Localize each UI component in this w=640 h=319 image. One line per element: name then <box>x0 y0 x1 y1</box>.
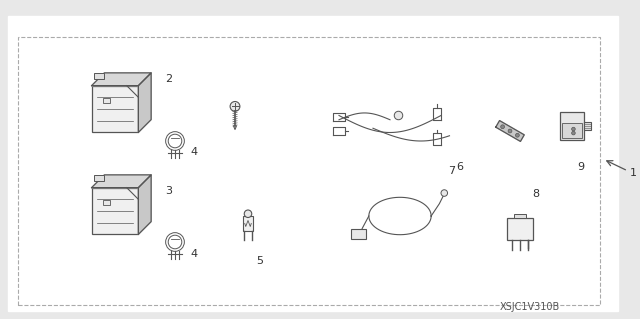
Text: 5: 5 <box>256 256 263 266</box>
Text: 1: 1 <box>630 168 637 178</box>
Circle shape <box>500 125 504 129</box>
Polygon shape <box>138 73 151 132</box>
Polygon shape <box>496 121 524 141</box>
Circle shape <box>394 111 403 120</box>
Text: XSJC1V310B: XSJC1V310B <box>500 302 560 312</box>
Bar <box>103 98 110 103</box>
Text: 2: 2 <box>165 74 172 84</box>
Text: 4: 4 <box>190 147 197 157</box>
Bar <box>561 112 584 140</box>
Bar <box>243 216 253 231</box>
Bar <box>584 122 591 130</box>
Bar <box>93 175 104 181</box>
Circle shape <box>230 101 240 111</box>
Bar <box>92 85 138 132</box>
Bar <box>103 200 110 205</box>
Text: 4: 4 <box>190 249 197 259</box>
Bar <box>563 122 582 138</box>
Text: 7: 7 <box>448 166 455 176</box>
Polygon shape <box>138 175 151 234</box>
Text: 6: 6 <box>456 162 463 172</box>
Circle shape <box>441 190 447 196</box>
Text: 3: 3 <box>165 186 172 196</box>
Bar <box>92 188 138 234</box>
Polygon shape <box>92 175 151 188</box>
Circle shape <box>508 129 512 133</box>
Circle shape <box>515 133 519 137</box>
Circle shape <box>572 127 575 131</box>
Bar <box>93 73 104 79</box>
Polygon shape <box>92 73 151 85</box>
Circle shape <box>244 210 252 218</box>
Text: 8: 8 <box>532 189 539 199</box>
Bar <box>514 214 526 218</box>
Text: 9: 9 <box>577 162 584 172</box>
Bar <box>351 229 365 239</box>
Circle shape <box>572 131 575 135</box>
Bar <box>507 218 532 240</box>
